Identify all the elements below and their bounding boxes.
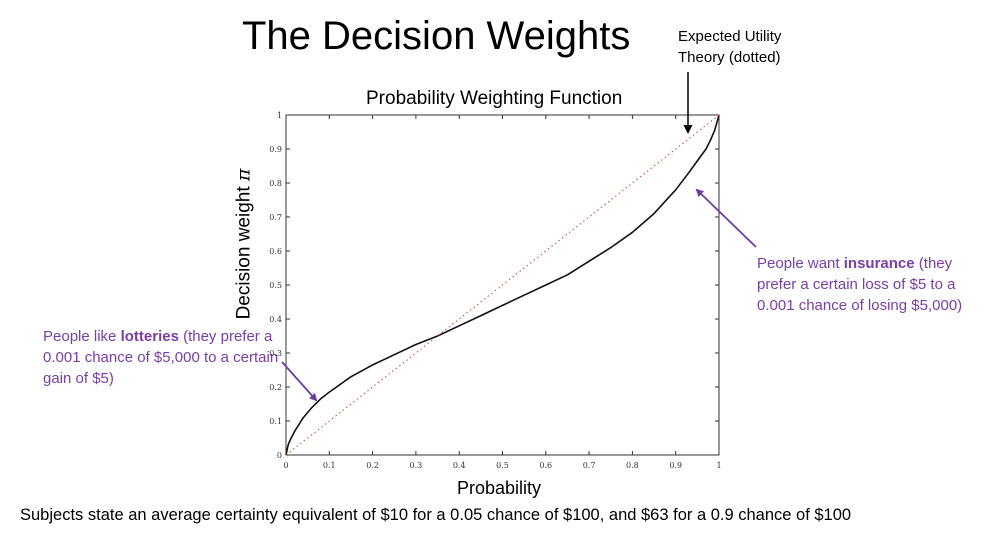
y-tick-label: 0.4 (269, 315, 282, 324)
y-tick-label: 0.1 (269, 417, 282, 426)
insurance-annotation-prefix: People want (757, 255, 844, 272)
decision-weight-curve (285, 114, 720, 456)
footer-note: Subjects state an average certainty equi… (20, 506, 852, 524)
y-tick-label: 0 (277, 451, 282, 460)
x-tick-label: 0.4 (453, 461, 466, 470)
lotteries-annotation: People like lotteries (they prefer a 0.0… (43, 326, 283, 389)
lotteries-annotation-bold: lotteries (120, 328, 179, 345)
insurance-annotation: People want insurance (they prefer a cer… (757, 253, 972, 316)
expected-utility-line (285, 114, 720, 456)
insurance-arrow (695, 188, 757, 248)
x-tick-label: 0.6 (539, 461, 552, 470)
x-tick-label: 0.1 (323, 461, 336, 470)
x-tick-label: 0.2 (366, 461, 379, 470)
y-tick-label: 0.7 (269, 213, 282, 222)
y-tick-label: 0.9 (269, 145, 282, 154)
expected-utility-label: Expected Utility Theory (dotted) (678, 28, 782, 66)
lotteries-annotation-suffix: (they prefer a 0.001 chance of $5,000 to… (43, 328, 279, 387)
y-tick-label: 0.8 (269, 179, 282, 188)
y-tick-label: 1 (277, 111, 282, 120)
x-tick-label: 0.7 (583, 461, 596, 470)
chart-title: Probability Weighting Function (366, 88, 623, 109)
x-tick-label: 0 (283, 461, 288, 470)
x-axis-label: Probability (457, 478, 542, 498)
y-tick-label: 0.3 (269, 349, 282, 358)
x-tick-label: 1 (716, 461, 721, 470)
x-tick-label: 0.9 (669, 461, 682, 470)
insurance-annotation-bold: insurance (843, 255, 915, 272)
x-tick-label: 0.5 (496, 461, 509, 470)
x-tick-label: 0.3 (410, 461, 423, 470)
lotteries-arrow (281, 361, 318, 402)
slide-title: The Decision Weights (242, 14, 631, 58)
x-tick-label: 0.8 (626, 461, 639, 470)
y-tick-label: 0.2 (269, 383, 282, 392)
y-tick-label: 0.5 (269, 281, 282, 290)
lotteries-annotation-prefix: People like (43, 328, 121, 345)
y-tick-label: 0.6 (269, 247, 282, 256)
insurance-annotation-suffix: (they prefer a certain loss of $5 to a 0… (757, 255, 963, 314)
